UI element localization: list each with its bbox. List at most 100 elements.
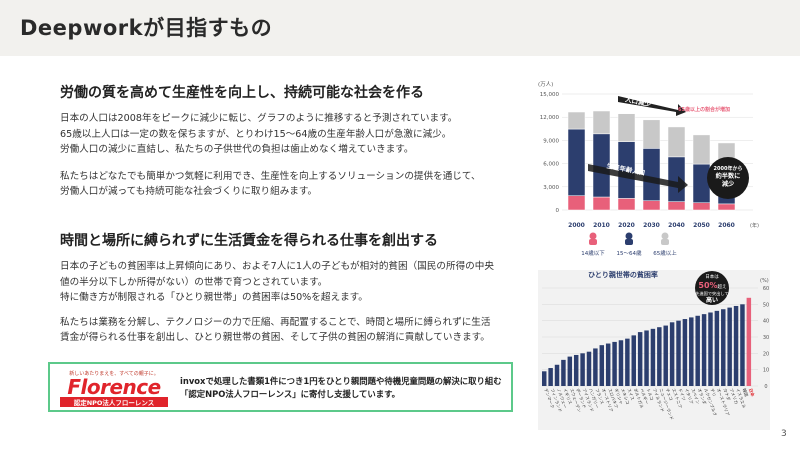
pov-xtick-label: スペイン [690,388,700,405]
pov-xtick-label: メキシコ [620,388,630,405]
pop-bar-2060-0 [717,203,736,211]
pov-bar-アメリカ [727,307,732,386]
pop-bar-2030-2 [642,119,661,149]
pov-bar-フランス [593,348,598,386]
pop-xtick-label: 2020 [618,222,635,229]
pov-xtick-label: ドイツ [678,388,687,402]
annot-halving-line: 減少 [722,180,735,188]
poverty-chart-title: ひとり親世帯の貧困率 [588,270,658,279]
section-labor-para2: 私たちはどなたでも簡単かつ気軽に利用でき、生産性を向上するソリューションの提供を… [60,170,481,198]
florence-donation-text: invoxで処理した書類1件につき1円をひとり親問題や待機児童問題の解決に取り組… [180,376,502,399]
pop-bar-2050-2 [692,134,711,165]
pov-bar-チリ [708,312,713,386]
pop-xtick-label: 2010 [593,222,610,229]
pov-bar-ハンガリー [586,351,592,386]
pov-bar-デンマーク [542,371,547,386]
callout-line3: 先進国で突出して [695,290,728,297]
halving-callout-circle [707,157,749,199]
pov-bar-ニュージーランド [657,327,662,386]
pop-bar-2040-0 [667,201,686,211]
pov-bar-アイルランド [650,328,656,386]
pov-xtick-label: ギリシャ [614,388,624,405]
pov-bar-イギリス [561,359,566,386]
annot-population-decline: 人口減少 [624,94,652,108]
pop-xtick-label: 2000 [568,222,585,229]
population-chart: (万人) 15,000 12,000 9,000 6,000 3,000 0 2000 2010… [538,81,759,257]
pov-bar-ルクセンブルク [701,314,707,386]
pov-bar-韓国 [740,304,745,386]
pop-bar-2000-2 [567,111,586,130]
pop-legend-swatch-2 [661,232,669,240]
pov-bar-フィンランド [548,368,553,386]
callout-line4: 高い [706,296,718,304]
callout-line1: 日本は [705,273,719,280]
pov-ytick-label: 30 [763,335,769,341]
pop-legend-label: 14歳以下 [581,249,605,257]
pop-bar-2030-1 [642,148,661,201]
pov-bar-ノルウェー [554,364,560,386]
section-work: 時間と場所に縛られずに生活賃金を得られる仕事を創出する 日本の子どもの貧困率は上… [60,230,510,346]
pop-x-suffix: (年) [750,222,759,229]
section-work-title: 時間と場所に縛られずに生活賃金を得られる仕事を創出する [60,233,438,249]
pop-legend-body-1 [625,239,633,245]
pop-legend-label: 65歳以上 [653,249,677,257]
pov-unit-label: (%) [760,278,769,284]
pop-xtick-label: 2060 [718,222,735,229]
annot-halving-line: 約半数に [716,172,741,180]
pop-legend-swatch-0 [589,232,597,240]
pov-bar-スイス [625,338,630,386]
pop-bar-2040-2 [667,126,686,158]
pov-bar-オーストリア [599,345,605,386]
pov-xtick-label: チリ [710,388,718,398]
page-title: Deepworkが目指すもの [20,16,273,40]
pop-bar-2010-0 [592,196,611,211]
florence-tagline: 新しいあたりまえを、すべての親子に。 [69,371,159,377]
pov-ytick-label: 20 [763,351,769,357]
pov-bar-スウェーデン [567,356,573,386]
pop-bar-2030-0 [642,200,661,211]
pov-xtick-label: スイス [626,388,635,401]
annot-elderly-ratio: 65歳以上の割合が増加 [678,106,730,113]
pov-xtick-label: カナダ [721,387,732,401]
pov-bar-イタリア [682,319,688,386]
pop-ytick-label: 9,000 [543,138,559,144]
pov-bar-スロバキア [605,343,611,386]
pop-bar-2050-1 [692,163,711,203]
pop-bar-2050-0 [692,202,711,211]
pop-legend-body-2 [661,239,669,245]
florence-subname: 認定NPO法人フローレンス [60,397,168,407]
pov-xtick-label: 日本 [747,387,757,398]
section-labor: 労働の質を高めて生産性を向上し、持続可能な社会を作る 日本の人口は2008年をピ… [60,82,510,200]
pov-bar-アイスランド [580,353,585,386]
pov-xtick-label: トルコ [646,388,655,401]
pop-bar-2040-1 [667,156,686,202]
pov-bar-イスラエル [733,305,739,386]
pov-bar-ドイツ [676,320,681,386]
pop-legend-body-0 [589,239,597,245]
pop-bar-2020-2 [617,113,636,142]
poverty-chart: ひとり親世帯の貧困率(%)6050403020100デンマークフィンランドノルウ… [538,270,770,430]
pov-ytick-label: 0 [764,384,767,390]
pov-ytick-label: 40 [763,319,769,325]
pov-bar-スペイン [689,317,694,386]
florence-donation-box: 新しいあたりまえを、すべての親子に。 Florence 認定NPO法人フローレン… [48,362,513,412]
pov-bar-オーストラリア [714,310,720,386]
pop-xtick-label: 2050 [693,222,710,229]
section-work-para2: 私たちは業務を分解し、テクノロジーの力で圧縮、再配置することで、時間と場所に縛ら… [60,316,491,344]
pop-ytick-label: 12,000 [540,115,560,121]
pov-xtick-label: イギリス [562,388,572,405]
pop-xtick-label: 2030 [643,222,660,229]
section-labor-para1: 日本の人口は2008年をピークに減少に転じ、グラフのように推移すると予測されてい… [60,113,458,155]
pop-bar-2020-0 [617,198,636,211]
pov-xtick-label: フランス [594,388,605,406]
pov-bar-チェコ [663,325,668,386]
pov-bar-トルコ [644,330,649,386]
pov-bar-エストニア [669,322,675,386]
pov-xtick-label: チェコ [664,388,674,402]
pop-legend-label: 15〜64歳 [617,249,642,257]
pov-ytick-label: 50 [763,302,769,308]
pov-bar-ポーランド [573,354,579,386]
pop-unit-label: (万人) [538,81,553,88]
pov-bar-オランダ [695,315,700,386]
pop-ytick-label: 6,000 [543,162,559,168]
